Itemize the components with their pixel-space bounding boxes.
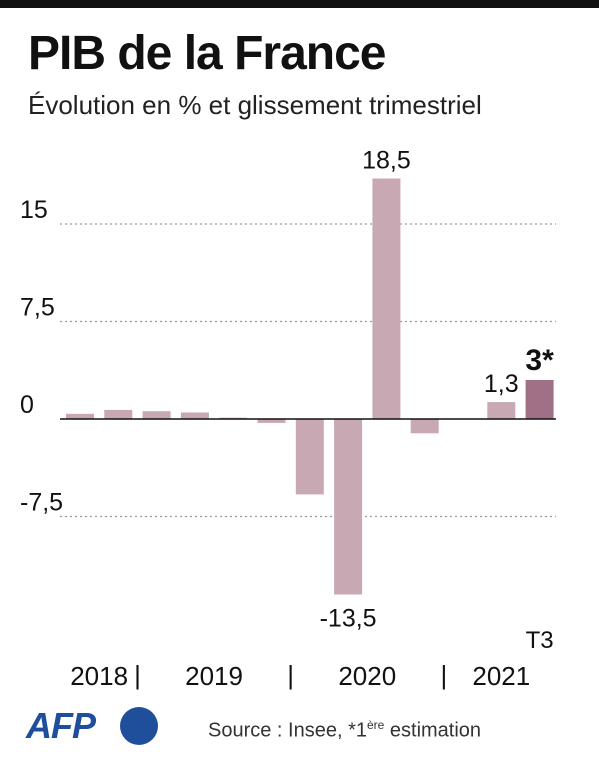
year-label: 2018 — [70, 661, 128, 691]
chart-subtitle: Évolution en % et glissement trimestriel — [28, 90, 482, 120]
year-separator: | — [134, 660, 141, 690]
bar — [257, 419, 286, 423]
bar — [487, 402, 516, 419]
quarter-label: T3 — [526, 627, 554, 654]
y-tick-label: 7,5 — [20, 294, 55, 322]
y-tick-label: 15 — [20, 196, 48, 224]
top-rule — [0, 0, 599, 8]
data-label: 18,5 — [362, 147, 411, 175]
chart-title: PIB de la France — [28, 27, 386, 80]
afp-logo: AFP — [26, 703, 166, 749]
year-label: 2021 — [472, 661, 530, 691]
source-prefix: Source : Insee, *1 — [208, 719, 367, 742]
data-label: 1,3 — [484, 370, 519, 398]
bar — [334, 419, 363, 595]
bar — [525, 380, 554, 419]
y-tick-label: 0 — [20, 391, 34, 419]
source-note: Source : Insee, *1ère estimation — [208, 718, 481, 743]
bar — [180, 412, 209, 419]
bar — [410, 419, 439, 434]
bar — [372, 178, 401, 419]
data-label: 3* — [525, 344, 554, 377]
source-superscript: ère — [366, 718, 385, 732]
year-separator: | — [287, 660, 294, 690]
bar — [104, 409, 133, 419]
year-label: 2020 — [338, 661, 396, 691]
afp-logo-dot-icon — [120, 707, 158, 745]
year-separator: | — [440, 660, 447, 690]
year-label: 2019 — [185, 661, 243, 691]
data-label: -13,5 — [320, 605, 377, 633]
afp-logo-text: AFP — [26, 705, 96, 746]
source-suffix: estimation — [384, 719, 482, 742]
bar — [142, 411, 171, 419]
y-tick-label: -7,5 — [20, 489, 63, 517]
bar — [295, 419, 324, 495]
bar — [66, 413, 94, 419]
